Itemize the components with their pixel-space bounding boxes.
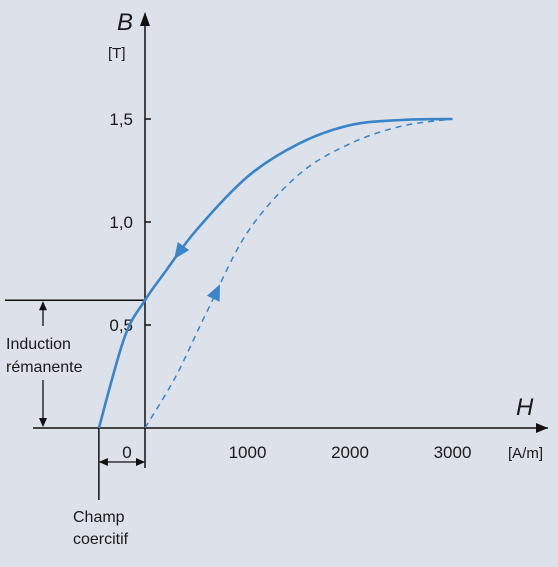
direction-arrow-icon <box>206 284 221 302</box>
x-tick-label: 3000 <box>434 443 472 462</box>
x-tick-label: 2000 <box>331 443 369 462</box>
x-tick-label: 1000 <box>229 443 267 462</box>
y-axis-unit: [T] <box>108 45 126 62</box>
remanence-label-line2: rémanente <box>6 359 83 376</box>
y-axis-arrow-icon <box>140 12 150 26</box>
series-layer <box>97 117 453 429</box>
coercive-label-line1: Champ <box>73 509 125 526</box>
x-axis-unit: [A/m] <box>508 445 543 462</box>
x-tick-labels: 0 1000 2000 3000 <box>122 443 471 462</box>
x-tick-label: 0 <box>122 443 131 462</box>
y-axis-label: B <box>117 9 133 36</box>
y-tick-label: 1,5 <box>109 110 133 129</box>
demagnetization-curve-solid <box>97 117 453 429</box>
x-axis-arrow-icon <box>536 423 548 433</box>
x-axis-label: H <box>516 394 534 421</box>
magnetization-curve-dashed <box>144 118 453 429</box>
direction-arrow-icon <box>174 242 190 260</box>
coercive-label-line2: coercitif <box>73 531 129 548</box>
remanence-label-line1: Induction <box>6 336 71 353</box>
y-tick-label: 1,0 <box>109 213 133 232</box>
